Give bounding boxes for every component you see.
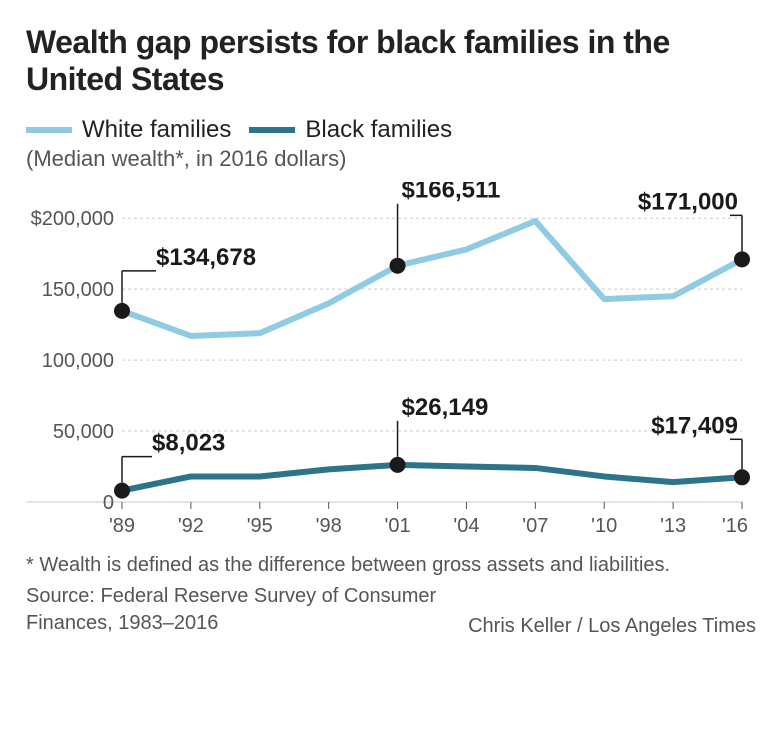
line-chart-svg: 0 50,000 100,000 150,000 $200,000 '89 '92 '95 '9… <box>26 182 756 542</box>
svg-text:$200,000: $200,000 <box>31 208 114 230</box>
legend-label-black: Black families <box>305 116 452 144</box>
svg-text:$17,409: $17,409 <box>651 412 738 439</box>
svg-text:'13: '13 <box>660 515 686 537</box>
chart-subtitle: (Median wealth*, in 2016 dollars) <box>26 146 756 172</box>
svg-text:$8,023: $8,023 <box>152 429 225 456</box>
footnote: * Wealth is defined as the difference be… <box>26 552 756 579</box>
chart-container: Wealth gap persists for black families i… <box>0 0 782 746</box>
svg-text:$134,678: $134,678 <box>156 243 256 270</box>
legend-item-white: White families <box>26 116 231 144</box>
svg-text:'92: '92 <box>178 515 204 537</box>
svg-text:50,000: 50,000 <box>53 421 114 443</box>
svg-text:'89: '89 <box>109 515 135 537</box>
legend-item-black: Black families <box>249 116 452 144</box>
legend-swatch-white <box>26 127 72 133</box>
legend-label-white: White families <box>82 116 231 144</box>
svg-text:'10: '10 <box>591 515 617 537</box>
svg-text:$166,511: $166,511 <box>402 182 501 204</box>
svg-text:'98: '98 <box>316 515 342 537</box>
svg-text:'07: '07 <box>522 515 548 537</box>
legend-swatch-black <box>249 127 295 133</box>
chart-title: Wealth gap persists for black families i… <box>26 24 756 98</box>
svg-text:$26,149: $26,149 <box>402 393 489 420</box>
svg-text:100,000: 100,000 <box>42 350 114 372</box>
legend: White families Black families <box>26 116 756 144</box>
svg-text:'04: '04 <box>453 515 479 537</box>
svg-text:0: 0 <box>103 492 114 514</box>
svg-text:$171,000: $171,000 <box>638 188 738 215</box>
svg-text:'95: '95 <box>247 515 273 537</box>
svg-text:'16: '16 <box>722 515 748 537</box>
plot-area: 0 50,000 100,000 150,000 $200,000 '89 '92 '95 '9… <box>26 182 756 542</box>
svg-text:'01: '01 <box>385 515 411 537</box>
svg-text:150,000: 150,000 <box>42 279 114 301</box>
